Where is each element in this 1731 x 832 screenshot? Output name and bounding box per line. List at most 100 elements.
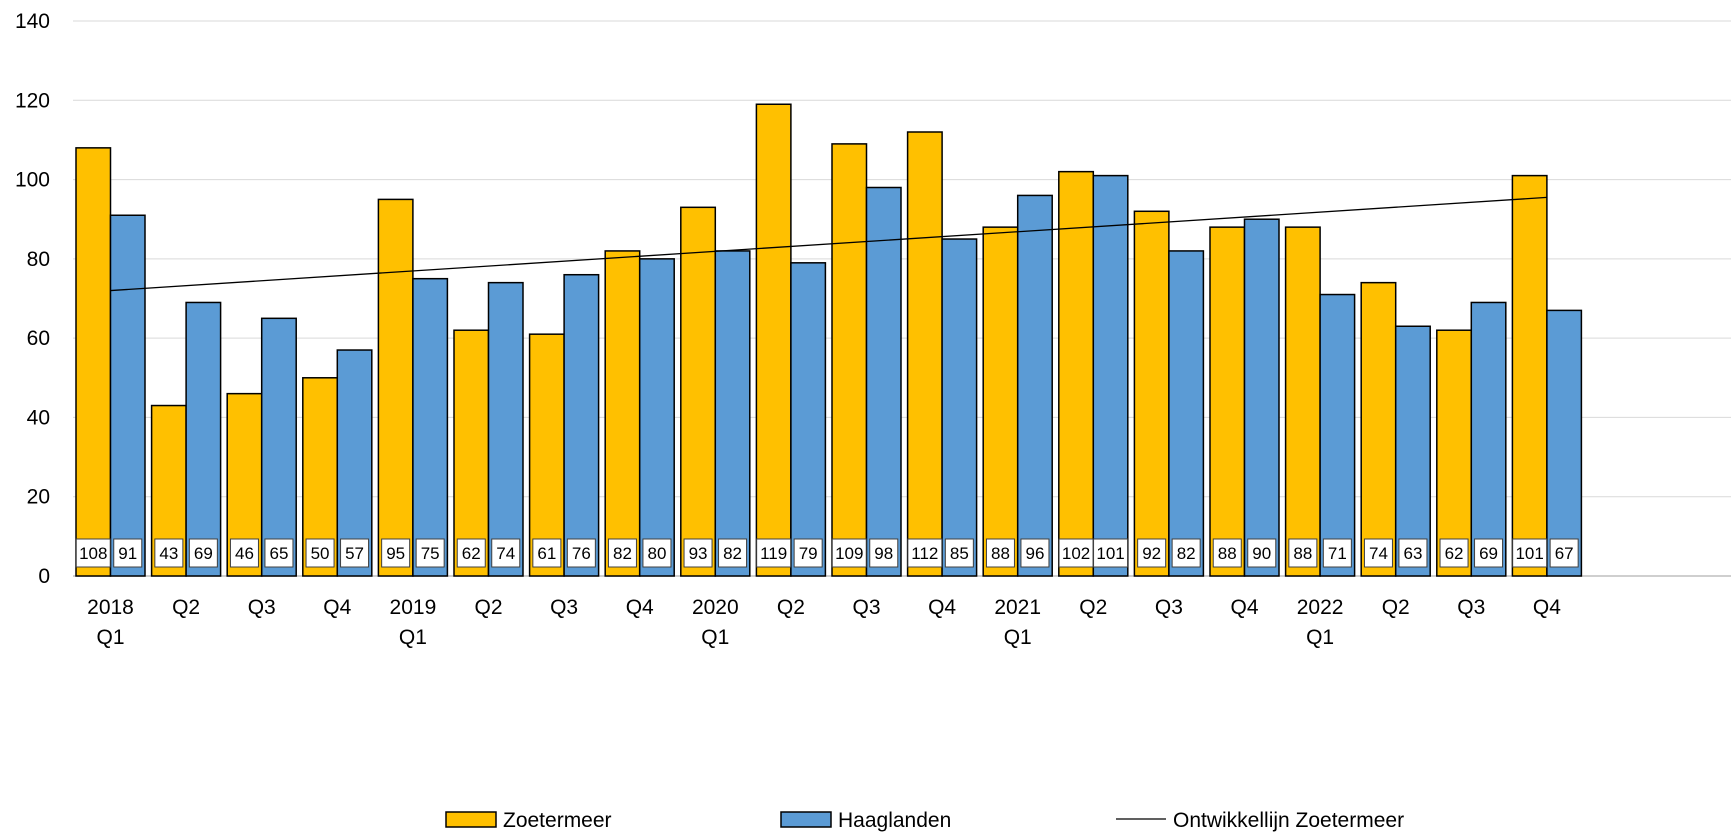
- data-label: 95: [386, 544, 405, 563]
- bar-haaglanden: [1092, 174, 1129, 577]
- y-tick-label: 80: [27, 248, 50, 271]
- data-label: 85: [950, 544, 969, 563]
- legend-haaglanden-label: Haaglanden: [838, 809, 951, 832]
- bar-zoetermeer: [1436, 329, 1473, 577]
- data-label-box: [1171, 538, 1201, 568]
- bar-zoetermeer: [1209, 226, 1246, 577]
- data-label-box: [831, 538, 867, 568]
- data-label: 43: [159, 544, 178, 563]
- data-label-box: [1093, 538, 1129, 568]
- x-tick-label: Q4: [928, 596, 956, 619]
- x-tick-label: Q3: [1457, 596, 1485, 619]
- data-labels: 108 91 43 69 46 65 50 57 95 75 62 74 61 76 82 80 93 82 119…: [75, 538, 1579, 568]
- data-label-box: [718, 538, 748, 568]
- data-label: 101: [1096, 544, 1124, 563]
- data-label-box: [1322, 538, 1352, 568]
- legend-zoetermeer-label: Zoetermeer: [503, 809, 612, 832]
- y-tick-label: 140: [15, 10, 50, 33]
- data-label: 92: [1142, 544, 1161, 563]
- x-tick-label: Q3: [248, 596, 276, 619]
- bar-zoetermeer: [831, 143, 868, 577]
- data-label: 109: [835, 544, 863, 563]
- data-label: 69: [1479, 544, 1498, 563]
- x-tick-label: Q3: [852, 596, 880, 619]
- data-label: 63: [1403, 544, 1422, 563]
- bar-zoetermeer: [755, 103, 792, 577]
- bar-zoetermeer: [982, 226, 1019, 577]
- data-label: 90: [1252, 544, 1271, 563]
- x-tick-label-line2: Q1: [1004, 626, 1032, 649]
- x-tick-label: Q4: [1533, 596, 1561, 619]
- y-tick-label: 40: [27, 406, 50, 429]
- data-label-box: [113, 538, 143, 568]
- data-label-box: [642, 538, 672, 568]
- x-tick-label: Q3: [550, 596, 578, 619]
- bar-haaglanden: [638, 258, 675, 577]
- data-label-box: [415, 538, 445, 568]
- data-label-box: [907, 538, 943, 568]
- data-label: 62: [1445, 544, 1464, 563]
- bar-haaglanden: [185, 301, 222, 577]
- data-label-box: [1058, 538, 1094, 568]
- data-label-box: [1398, 538, 1428, 568]
- bar-haaglanden: [412, 277, 449, 577]
- x-tick-label: Q4: [323, 596, 351, 619]
- x-tick-label: 2018: [87, 596, 134, 619]
- y-tick-label: 0: [38, 565, 50, 588]
- data-label-box: [683, 538, 713, 568]
- data-label-box: [1288, 538, 1318, 568]
- x-tick-label-line2: Q1: [399, 626, 427, 649]
- x-tick-label: Q3: [1155, 596, 1183, 619]
- data-label-box: [1474, 538, 1504, 568]
- data-label: 69: [194, 544, 213, 563]
- bar-haaglanden: [1168, 250, 1205, 577]
- bar-haaglanden: [1546, 309, 1583, 577]
- data-label: 88: [991, 544, 1010, 563]
- data-label: 80: [647, 544, 666, 563]
- bar-zoetermeer: [1284, 226, 1321, 577]
- data-label: 74: [496, 544, 515, 563]
- data-label: 82: [723, 544, 742, 563]
- bar-haaglanden: [865, 186, 902, 577]
- bar-haaglanden: [336, 349, 373, 577]
- data-label: 93: [689, 544, 708, 563]
- data-label: 62: [462, 544, 481, 563]
- bar-haaglanden: [109, 214, 146, 577]
- bar-zoetermeer: [528, 333, 565, 577]
- bars: [75, 103, 1583, 577]
- data-label: 57: [345, 544, 364, 563]
- data-label-box: [1137, 538, 1167, 568]
- data-label: 71: [1328, 544, 1347, 563]
- bar-zoetermeer: [1133, 210, 1170, 577]
- data-label: 67: [1555, 544, 1574, 563]
- data-label: 50: [311, 544, 330, 563]
- data-label: 61: [537, 544, 556, 563]
- x-tick-label: Q2: [1382, 596, 1410, 619]
- data-label-box: [1020, 538, 1050, 568]
- bar-zoetermeer: [1058, 170, 1095, 577]
- data-label: 112: [911, 544, 938, 563]
- x-tick-label-line2: Q1: [1306, 626, 1334, 649]
- x-tick-label: Q2: [777, 596, 805, 619]
- data-label: 119: [760, 544, 787, 563]
- data-label-box: [793, 538, 823, 568]
- trendline: [110, 196, 1547, 292]
- data-label: 88: [1293, 544, 1312, 563]
- data-label-box: [305, 538, 335, 568]
- bar-zoetermeer: [75, 147, 112, 577]
- data-label: 82: [613, 544, 632, 563]
- data-label-box: [1212, 538, 1242, 568]
- legend-trendline-label: Ontwikkellijn Zoetermeer: [1173, 809, 1404, 832]
- data-label: 46: [235, 544, 254, 563]
- bar-zoetermeer: [1511, 174, 1548, 577]
- x-tick-label: 2019: [390, 596, 437, 619]
- data-label: 91: [118, 544, 137, 563]
- x-tick-label: Q2: [172, 596, 200, 619]
- y-tick-label: 20: [27, 486, 50, 509]
- x-tick-label-line2: Q1: [96, 626, 124, 649]
- bar-haaglanden: [1394, 325, 1431, 577]
- data-label: 88: [1218, 544, 1237, 563]
- legend-zoetermeer-swatch: [445, 811, 497, 828]
